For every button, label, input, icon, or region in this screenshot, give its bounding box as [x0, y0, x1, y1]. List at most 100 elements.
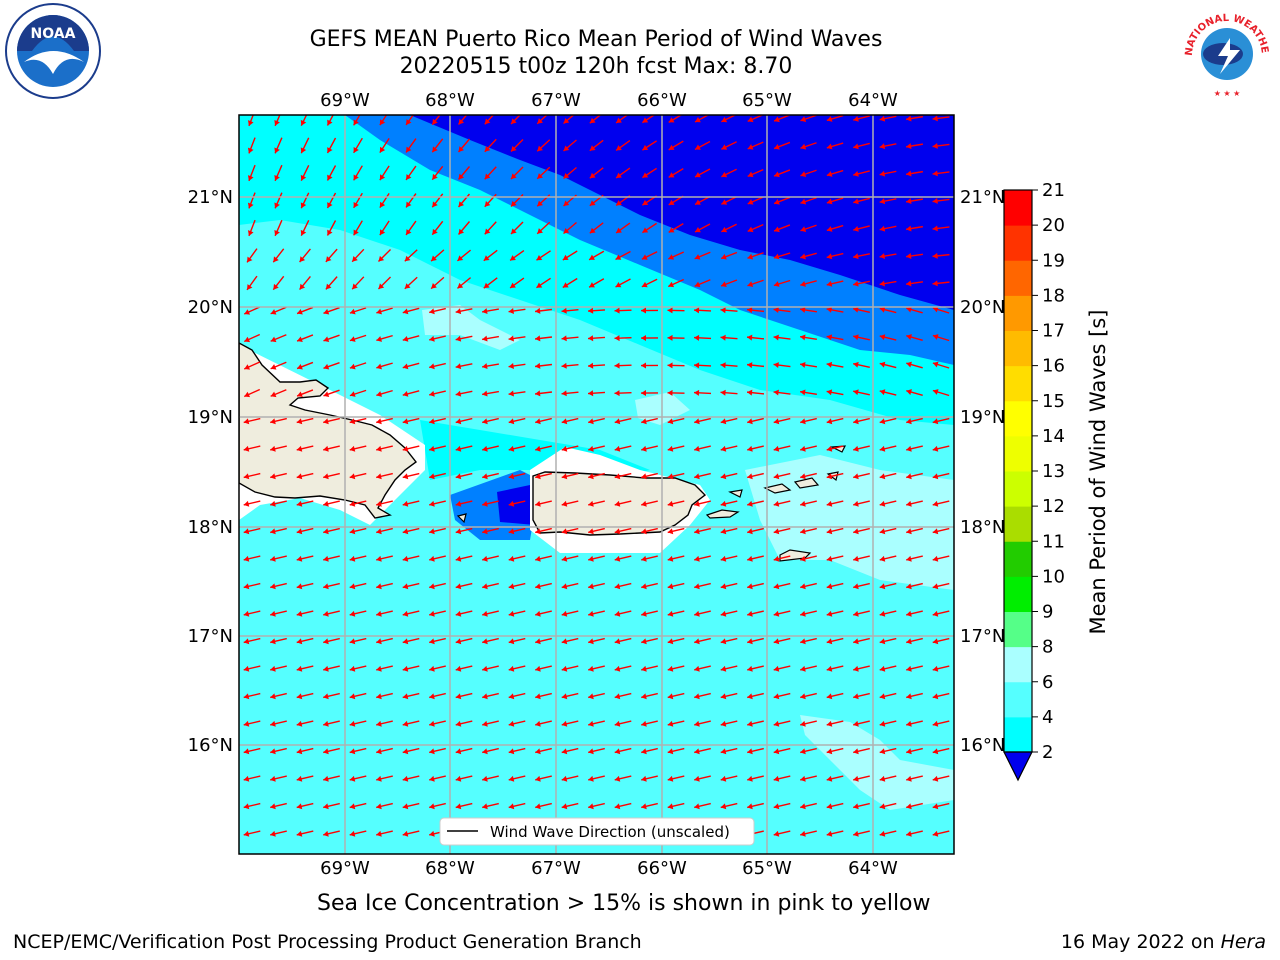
wind-arrow — [667, 802, 685, 810]
wind-arrow — [826, 472, 844, 480]
wind-arrow — [932, 637, 950, 645]
wind-arrow — [800, 142, 817, 150]
colorbar: 2 4 6 8 9 10 11 12 13 14 15 16 17 18 19 20 21 — [1003, 180, 1065, 782]
wind-arrow — [429, 747, 446, 755]
wind-arrow — [296, 802, 314, 810]
wind-arrow — [429, 362, 446, 370]
wind-arrow — [642, 222, 657, 234]
colorbar-segment — [1004, 190, 1032, 226]
wind-arrow — [640, 390, 659, 397]
wind-arrow — [296, 692, 314, 700]
wind-arrow — [353, 137, 363, 154]
wind-arrow — [270, 500, 287, 507]
lat-label-right: 19°N — [960, 407, 1005, 428]
wind-arrow — [879, 306, 897, 314]
wind-arrow — [614, 637, 632, 645]
wind-arrow — [561, 582, 579, 590]
lon-label-top: 69°W — [320, 90, 370, 111]
wind-arrow — [879, 170, 897, 177]
wind-arrow — [905, 115, 924, 122]
wind-arrow — [563, 166, 577, 180]
wind-arrow — [349, 500, 367, 507]
wind-arrow — [906, 692, 923, 700]
wind-arrow — [614, 445, 632, 452]
wind-arrow — [853, 527, 870, 535]
wind-arrow — [668, 168, 684, 178]
wind-arrow — [353, 192, 363, 209]
wind-arrow — [589, 222, 604, 234]
wind-arrow — [402, 445, 420, 452]
wind-arrow — [455, 363, 473, 370]
wind-arrow — [296, 334, 314, 343]
wind-arrow — [482, 582, 499, 590]
wind-arrow — [402, 472, 420, 480]
wind-arrow — [853, 610, 870, 617]
wind-arrow — [562, 277, 578, 289]
wind-arrow — [323, 362, 340, 370]
wind-arrow — [377, 276, 392, 290]
wind-arrow — [879, 775, 897, 782]
wind-arrow — [243, 582, 261, 590]
wind-arrow — [614, 472, 632, 480]
wind-arrow — [773, 445, 791, 452]
wind-arrow — [826, 610, 844, 617]
wind-arrow — [800, 747, 817, 755]
wind-arrow — [326, 192, 337, 209]
wind-arrow — [535, 472, 552, 480]
wind-arrow — [535, 527, 552, 535]
wind-arrow — [614, 775, 632, 782]
lon-label-top: 67°W — [531, 90, 581, 111]
wind-arrow — [747, 747, 764, 755]
wind-arrow — [323, 307, 340, 315]
wind-arrow — [588, 775, 605, 782]
wind-arrow — [270, 720, 287, 727]
wind-arrow — [402, 610, 420, 617]
wind-arrow — [402, 692, 420, 700]
wind-arrow — [694, 720, 711, 727]
wind-arrow — [773, 252, 791, 260]
wind-arrow — [456, 277, 472, 289]
wind-arrow — [376, 692, 393, 700]
wind-arrow — [800, 775, 817, 782]
wind-arrow — [853, 692, 870, 700]
wind-arrow — [482, 308, 499, 315]
wind-arrow — [482, 720, 499, 727]
wind-arrow — [349, 665, 367, 672]
wind-arrow — [351, 248, 365, 263]
wind-arrow — [536, 221, 551, 235]
wind-arrow — [349, 610, 367, 617]
wind-arrow — [932, 802, 950, 810]
wind-arrow — [853, 747, 870, 755]
wind-arrow — [589, 167, 604, 179]
wind-arrow — [642, 115, 656, 124]
wind-arrow — [826, 306, 844, 313]
wind-arrow — [296, 747, 314, 755]
wind-arrow — [800, 555, 817, 562]
wind-arrow — [905, 198, 924, 205]
virgin-islands — [728, 471, 839, 498]
wind-arrow — [376, 334, 393, 342]
wind-arrow — [535, 582, 552, 590]
wind-arrow — [800, 692, 817, 700]
wind-arrow — [906, 775, 923, 782]
wind-arrow — [853, 802, 870, 810]
wind-arrow — [853, 417, 870, 425]
wind-arrow — [561, 362, 579, 369]
wind-arrow — [349, 307, 367, 315]
wind-arrow — [299, 276, 311, 290]
wind-arrow — [906, 610, 923, 617]
colorbar-segment — [1004, 400, 1032, 437]
wind-arrow — [508, 445, 526, 452]
chart-subtitle: 20220515 t00z 120h fcst Max: 8.70 — [399, 54, 793, 79]
wind-arrow — [296, 500, 314, 507]
wind-arrow — [349, 362, 367, 370]
wind-arrow — [614, 582, 632, 590]
colorbar-tick-label: 16 — [1042, 356, 1065, 377]
wind-arrow — [588, 445, 605, 452]
wind-arrow — [376, 555, 393, 562]
lon-label-bottom: 66°W — [637, 858, 687, 879]
contour-8-9-south — [800, 715, 954, 810]
wind-arrow — [243, 472, 261, 480]
wind-arrow — [455, 417, 473, 425]
wind-arrow — [721, 196, 737, 205]
